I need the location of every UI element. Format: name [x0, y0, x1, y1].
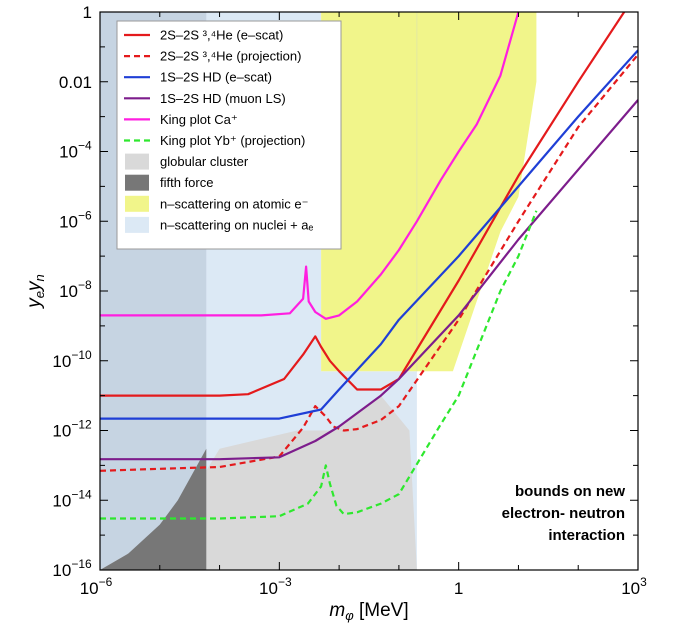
- y-tick-label: 10−6: [59, 208, 92, 231]
- legend-label-n-scattering-on-atomic-e: n–scattering on atomic e⁻: [160, 196, 309, 211]
- x-tick-label: 1: [454, 579, 463, 598]
- series-line-king-plot-yb-projection: [100, 210, 538, 520]
- legend-label-2s-2s-he-e-scat: 2S–2S ³,⁴He (e–scat): [160, 28, 283, 43]
- y-tick-label: 10−14: [52, 487, 92, 510]
- series-line-2s-2s-he-projection: [100, 53, 638, 472]
- series-line-1s-2s-hd-muon-ls: [100, 99, 638, 461]
- legend-swatch-globular-cluster: [125, 153, 149, 170]
- x-tick-label: 10−6: [80, 575, 113, 598]
- legend-label-globular-cluster: globular cluster: [160, 154, 249, 169]
- legend-label-2s-2s-he-projection: 2S–2S ³,⁴He (projection): [160, 49, 301, 64]
- legend-box: [116, 20, 342, 250]
- legend-label-1s-2s-hd-e-scat: 1S–2S HD (e–scat): [160, 70, 272, 85]
- y-tick-label: 10−8: [59, 278, 92, 301]
- annotation-line: bounds on new: [515, 483, 625, 500]
- legend-swatch-n-scattering-on-nuclei-a: [125, 216, 149, 233]
- legend-label-king-plot-ca: King plot Ca⁺: [160, 112, 238, 127]
- y-tick-label: 10−10: [52, 348, 92, 371]
- series-lines: [100, 12, 638, 520]
- series-line-king-plot-ca: [100, 12, 520, 320]
- legend-label-king-plot-yb-projection: King plot Yb⁺ (projection): [160, 133, 305, 148]
- annotation-line: interaction: [548, 527, 625, 544]
- legend-label-1s-2s-hd-muon-ls: 1S–2S HD (muon LS): [160, 91, 286, 106]
- y-tick-label: 10−12: [52, 418, 92, 441]
- legend-label-fifth-force: fifth force: [160, 175, 213, 190]
- legend-swatch-n-scattering-on-atomic-e: [125, 195, 149, 212]
- y-tick-label: 1: [83, 3, 92, 22]
- legend-swatch-fifth-force: [125, 174, 149, 191]
- legend: 2S–2S ³,⁴He (e–scat) 2S–2S ³,⁴He (project…: [116, 20, 342, 250]
- x-axis-title: mφ [MeV]: [329, 600, 408, 623]
- x-tick-label: 103: [621, 575, 647, 598]
- legend-label-n-scattering-on-nuclei-a: n–scattering on nuclei + aₑ: [160, 217, 314, 232]
- y-tick-label: 10−16: [52, 557, 92, 580]
- annotation-line: electron- neutron: [502, 505, 625, 522]
- axis-ticks: 10−6 10−3 1 103 1 0.01 10−4 10−6 10−8 10−10 10−12 1…: [52, 3, 647, 598]
- y-tick-label: 10−4: [59, 139, 92, 162]
- x-tick-label: 10−3: [259, 575, 292, 598]
- region-fifth-force: [100, 448, 207, 570]
- annotation: bounds on new electron- neutron interactio…: [502, 483, 626, 544]
- series-line-1s-2s-hd-e-scat: [100, 49, 638, 420]
- y-axis-title: yeyn: [24, 274, 47, 309]
- y-tick-label: 0.01: [59, 73, 92, 92]
- series-line-2s-2s-he-e-scat: [100, 12, 626, 397]
